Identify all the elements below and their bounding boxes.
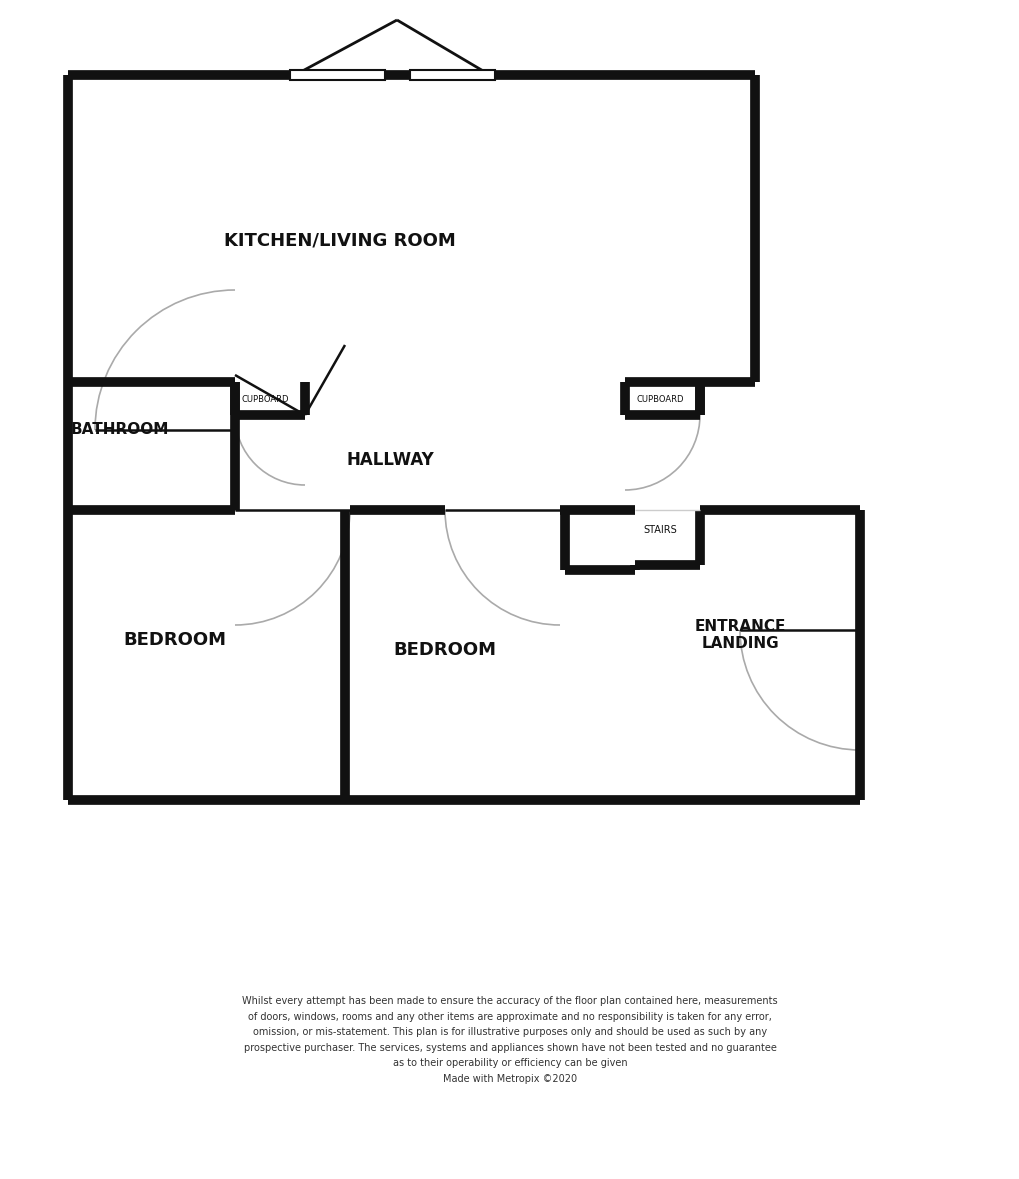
Text: HALLWAY: HALLWAY (345, 452, 433, 469)
Text: Whilst every attempt has been made to ensure the accuracy of the floor plan cont: Whilst every attempt has been made to en… (242, 996, 777, 1084)
Text: BEDROOM: BEDROOM (123, 631, 226, 648)
Text: ENTRANCE
LANDING: ENTRANCE LANDING (694, 619, 785, 651)
Text: KITCHEN/LIVING ROOM: KITCHEN/LIVING ROOM (224, 231, 455, 249)
Text: BATHROOM: BATHROOM (70, 422, 169, 437)
Bar (410, 70, 494, 80)
Text: CUPBOARD: CUPBOARD (636, 395, 683, 404)
Bar (289, 70, 384, 80)
Text: BEDROOM: BEDROOM (393, 641, 496, 659)
Text: CUPBOARD: CUPBOARD (242, 395, 288, 404)
Text: STAIRS: STAIRS (643, 525, 677, 535)
